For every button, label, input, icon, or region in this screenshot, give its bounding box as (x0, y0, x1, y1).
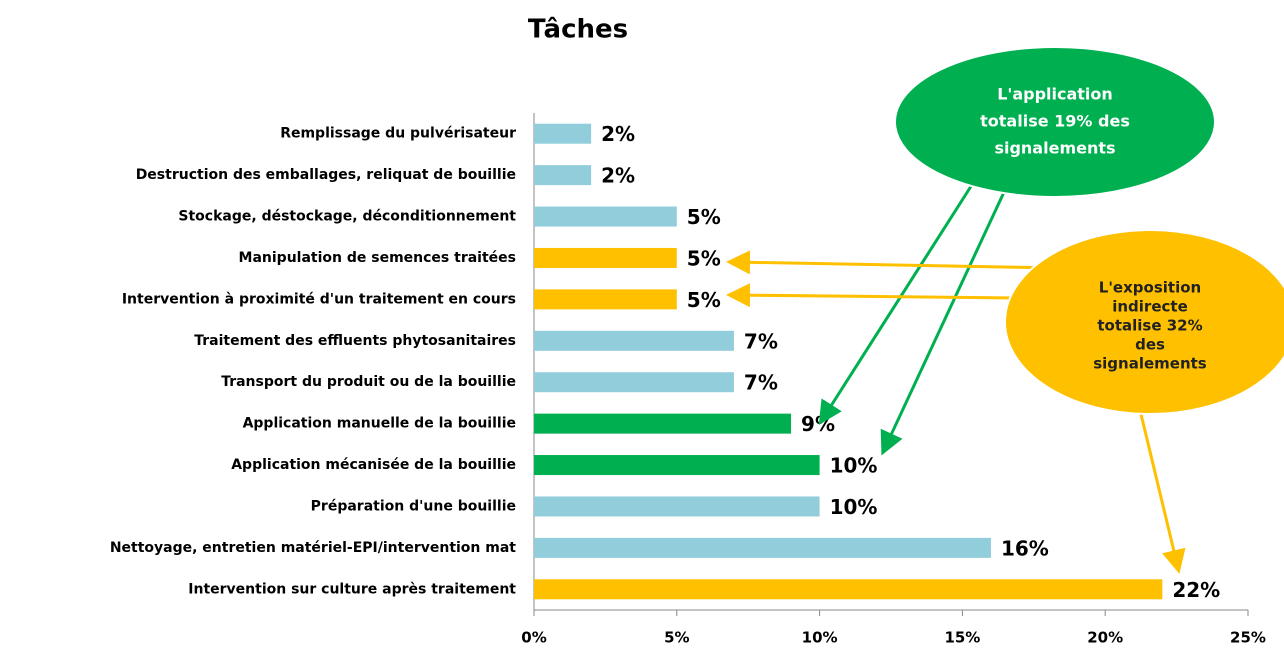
bar (534, 496, 820, 517)
bar (534, 372, 734, 393)
bar (534, 206, 677, 227)
bar (534, 247, 677, 268)
arrow (726, 283, 1021, 308)
y-tick-label: Manipulation de semences traitées (239, 250, 516, 266)
y-tick-label: Remplissage du pulvérisateur (280, 126, 516, 142)
value-label: 22% (1172, 578, 1220, 602)
bar (534, 289, 677, 310)
value-label: 7% (744, 371, 778, 395)
value-label: 2% (601, 164, 635, 188)
value-label: 10% (830, 454, 878, 478)
annotation-text: indirecte (1112, 298, 1188, 316)
y-tick-label: Transport du produit ou de la bouillie (221, 374, 516, 390)
annotation-text: totalise 32% (1097, 317, 1202, 335)
arrow (1138, 409, 1186, 574)
annotation-bubble (894, 46, 1216, 198)
value-label: 2% (601, 122, 635, 146)
value-label: 9% (801, 412, 835, 436)
y-tick-label: Stockage, déstockage, déconditionnement (178, 209, 516, 225)
bar (534, 123, 592, 144)
annotation-text: L'application (997, 85, 1113, 104)
y-tick-label: Intervention à proximité d'un traitement… (122, 291, 516, 307)
x-tick-label: 0% (521, 629, 546, 647)
annotation-text: signalements (994, 139, 1115, 158)
x-tick-label: 25% (1230, 629, 1266, 647)
value-label: 5% (687, 288, 721, 312)
y-tick-label: Traitement des effluents phytosanitaires (194, 333, 516, 349)
annotation-text: signalements (1093, 355, 1207, 373)
y-tick-label: Intervention sur culture après traitemen… (188, 581, 516, 597)
bar (534, 455, 820, 476)
value-label: 7% (744, 329, 778, 353)
x-tick-label: 15% (944, 629, 980, 647)
bar (534, 413, 792, 434)
x-tick-label: 20% (1087, 629, 1123, 647)
annotation-text: L'exposition (1099, 279, 1201, 297)
y-tick-label: Application mécanisée de la bouillie (231, 457, 516, 473)
y-tick-label: Nettoyage, entretien matériel-EPI/interv… (110, 540, 516, 556)
bar (534, 330, 734, 351)
arrow (726, 250, 1061, 275)
annotation-text: des (1135, 336, 1165, 354)
y-tick-label: Destruction des emballages, reliquat de … (136, 167, 516, 183)
chart-title: Tâches (528, 15, 628, 45)
annotation-text: totalise 19% des (980, 112, 1130, 131)
value-label: 10% (830, 495, 878, 519)
bar (534, 537, 991, 558)
value-label: 16% (1001, 536, 1049, 560)
value-label: 5% (687, 246, 721, 270)
arrow (880, 189, 1007, 456)
x-tick-label: 5% (664, 629, 689, 647)
bar (534, 579, 1163, 600)
bar (534, 165, 592, 186)
y-tick-label: Application manuelle de la bouillie (243, 416, 516, 432)
y-tick-label: Préparation d'une bouillie (311, 498, 516, 514)
annotation-bubble (1004, 229, 1284, 415)
arrow (818, 179, 977, 426)
x-tick-label: 10% (802, 629, 838, 647)
value-label: 5% (687, 205, 721, 229)
